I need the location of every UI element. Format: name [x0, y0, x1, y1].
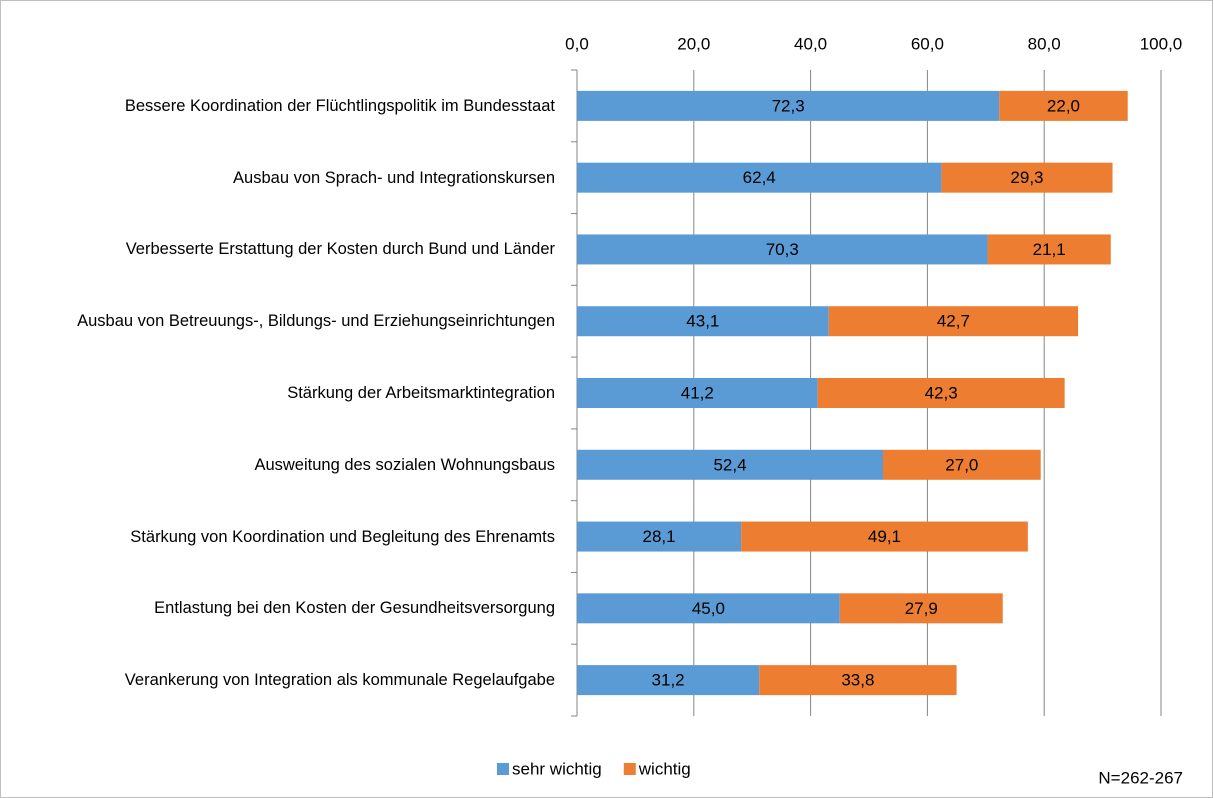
- category-label: Ausweitung des sozialen Wohnungsbaus: [254, 455, 555, 474]
- x-tick-label: 20,0: [677, 34, 710, 53]
- legend-swatch: [623, 763, 636, 775]
- category-label: Bessere Koordination der Flüchtlingspoli…: [124, 96, 555, 115]
- legend-label: sehr wichtig: [512, 759, 602, 778]
- data-label: 28,1: [643, 527, 676, 546]
- data-label: 45,0: [692, 599, 725, 618]
- data-label: 43,1: [686, 312, 719, 331]
- category-label: Ausbau von Sprach- und Integrationskurse…: [233, 168, 555, 187]
- data-label: 41,2: [681, 383, 714, 402]
- category-label: Verankerung von Integration als kommunal…: [124, 671, 555, 690]
- bar-segment: [759, 665, 957, 696]
- x-tick-label: 100,0: [1140, 34, 1183, 53]
- bar-segment: [987, 234, 1111, 265]
- data-label: 42,7: [937, 312, 970, 331]
- bar-segment: [577, 521, 742, 552]
- bar-segment: [577, 449, 884, 480]
- bar-segment: [577, 665, 760, 696]
- data-label: 27,9: [905, 599, 938, 618]
- bar-segment: [577, 593, 840, 624]
- data-label: 70,3: [766, 240, 799, 259]
- bar-segment: [839, 593, 1003, 624]
- category-label: Stärkung der Arbeitsmarktintegration: [287, 384, 555, 402]
- legend-label: wichtig: [638, 759, 691, 778]
- x-tick-label: 40,0: [794, 34, 827, 53]
- bar-segment: [883, 449, 1041, 480]
- bar-segment: [999, 90, 1128, 121]
- data-label: 31,2: [652, 671, 685, 690]
- data-label: 62,4: [743, 168, 776, 187]
- bar-segment: [817, 378, 1065, 408]
- bar-segment: [577, 90, 1000, 121]
- data-label: 22,0: [1047, 96, 1080, 115]
- category-label: Stärkung von Koordination und Begleitung…: [130, 527, 555, 546]
- bar-segment: [577, 162, 942, 193]
- x-tick-label: 60,0: [911, 34, 944, 53]
- annotation: N=262-267: [1098, 768, 1183, 787]
- x-tick-label: 0,0: [565, 34, 589, 53]
- legend-swatch: [497, 763, 509, 775]
- data-label: 52,4: [713, 455, 746, 474]
- bar-segment: [577, 378, 818, 408]
- data-label: 49,1: [868, 527, 901, 546]
- data-label: 21,1: [1033, 240, 1066, 259]
- category-label: Ausbau von Betreuungs-, Bildungs- und Er…: [77, 312, 555, 331]
- bar-segment: [941, 162, 1113, 193]
- x-tick-label: 80,0: [1028, 34, 1061, 53]
- bar-segment: [828, 306, 1079, 337]
- bar-segment: [577, 234, 988, 265]
- data-label: 29,3: [1010, 168, 1043, 187]
- data-label: 27,0: [945, 455, 978, 474]
- data-label: 42,3: [925, 383, 958, 402]
- category-label: Entlastung bei den Kosten der Gesundheit…: [154, 599, 555, 618]
- bar-segment: [741, 521, 1028, 552]
- bar-segment: [577, 306, 829, 337]
- data-label: 72,3: [772, 96, 805, 115]
- data-label: 33,8: [841, 671, 874, 690]
- category-label: Verbesserte Erstattung der Kosten durch …: [125, 240, 555, 259]
